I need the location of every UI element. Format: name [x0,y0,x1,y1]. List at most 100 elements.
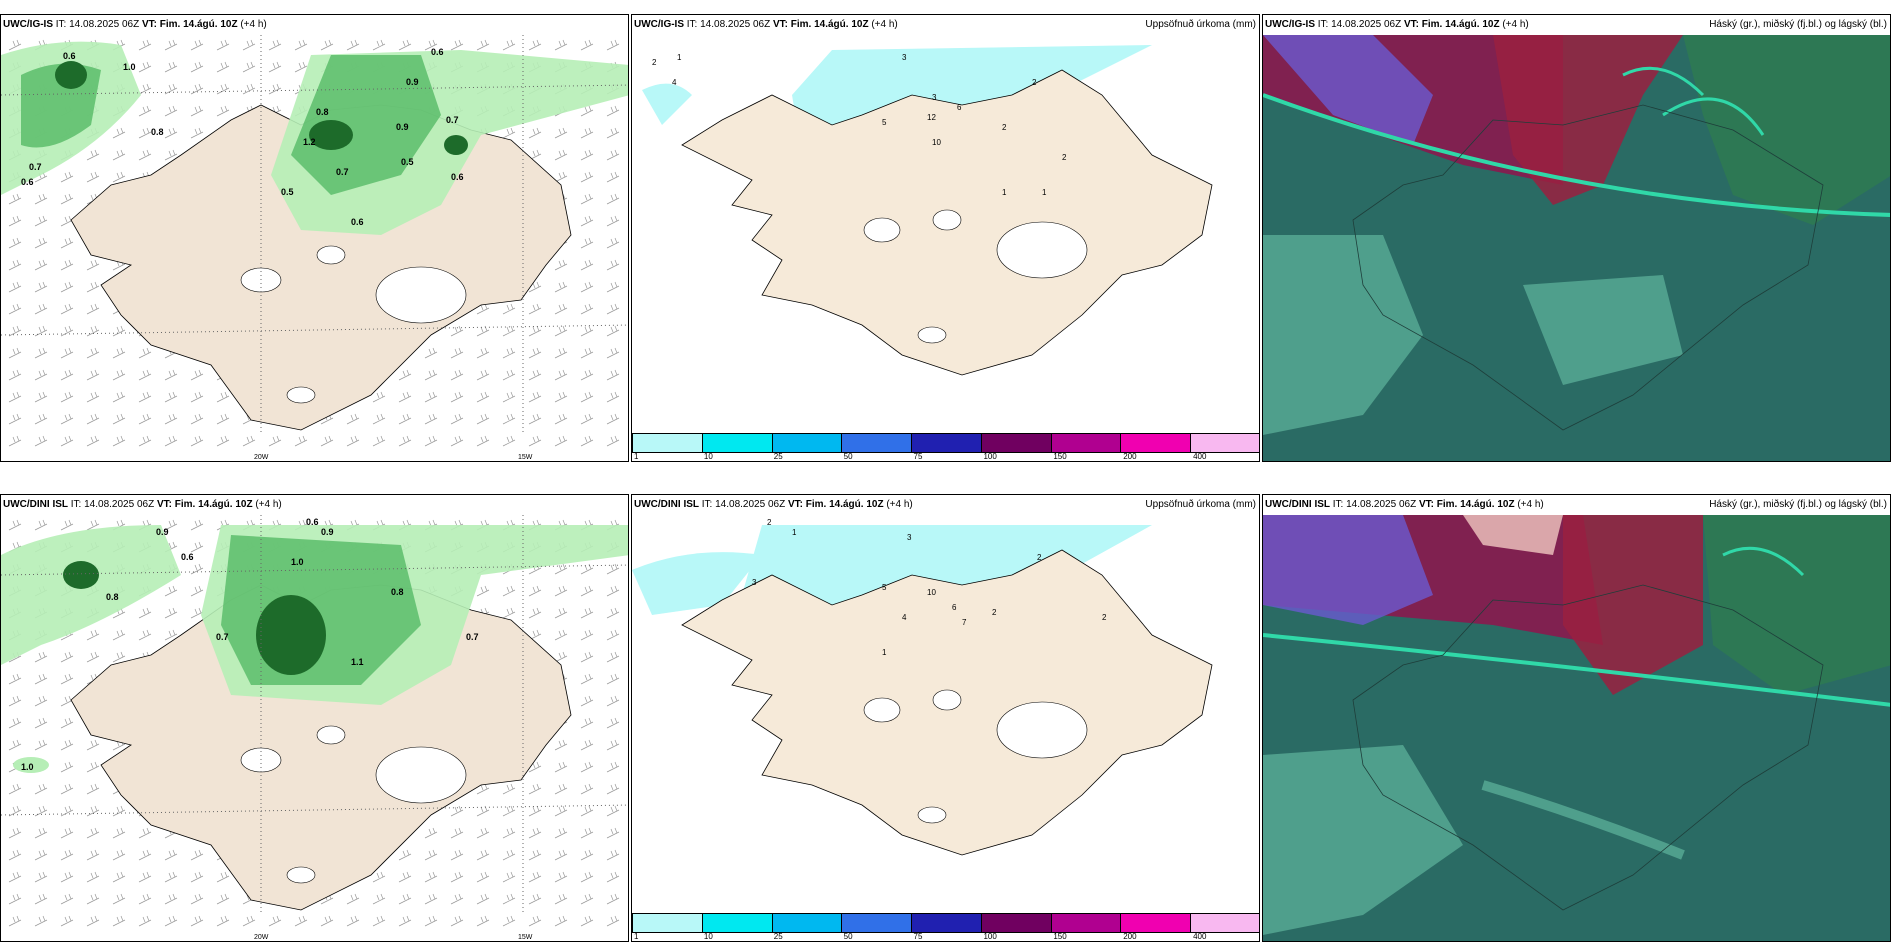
colorbar-segment [842,433,913,453]
lon-label: 20W [254,934,269,941]
precip-core [63,561,99,589]
colorbar-segment [772,433,843,453]
panel-header: UWC/DINI ISL IT: 14.08.2025 06Z VT: Fim.… [1263,495,1890,515]
panel-header: UWC/IG-IS IT: 14.08.2025 06Z VT: Fim. 14… [1263,15,1890,35]
model-name: UWC/IG-IS [3,19,53,30]
svg-text:3: 3 [907,533,912,542]
svg-text:0.8: 0.8 [316,107,329,117]
precip-value-labels: 2 1 3 3 5 6 10 7 2 2 1 4 2 [752,518,1107,657]
colorbar-tick-label: 1 [634,932,639,941]
colorbar-ticks: 1 10 25 50 75 100 150 200 400 [632,452,1259,461]
colorbar-tick-label: 10 [703,452,713,461]
map-cloud [1263,515,1890,941]
panel-title: Uppsöfnuð úrkoma (mm) [1145,19,1256,30]
colorbar-tick-label: 200 [1123,452,1137,461]
precip-area [291,55,441,195]
svg-text:1: 1 [1002,188,1007,197]
svg-text:0.9: 0.9 [321,527,334,537]
svg-text:0.7: 0.7 [29,162,42,172]
svg-text:7: 7 [962,618,967,627]
panel-bottom-accum-precip: UWC/DINI ISL IT: 14.08.2025 06Z VT: Fim.… [631,494,1260,942]
svg-text:2: 2 [1062,153,1067,162]
colorbar-tick-label: 400 [1193,452,1207,461]
colorbar-segment [912,433,982,453]
colorbar-segment [702,433,773,453]
colorbar-segment [632,433,703,453]
map-accum-precip: 2 1 4 3 3 5 12 10 6 2 2 1 2 1 [642,45,1213,376]
colorbar-segment [632,913,703,933]
colorbar-tick-label: 25 [773,452,783,461]
svg-text:0.7: 0.7 [216,632,229,642]
svg-text:0.9: 0.9 [396,122,409,132]
colorbar-segment [842,913,913,933]
glacier [375,746,467,804]
panel-header: UWC/DINI ISL IT: 14.08.2025 06Z VT: Fim.… [632,495,1259,515]
colorbar-segment [1121,433,1192,453]
panel-header: UWC/IG-IS IT: 14.08.2025 06Z VT: Fim. 14… [3,19,267,30]
svg-text:2: 2 [767,518,772,527]
init-time: IT: 14.08.2025 06Z [70,499,155,510]
precip-area [632,552,762,615]
svg-text:3: 3 [752,578,757,587]
colorbar-segment [1121,913,1192,933]
precip-value-labels: 0.6 0.9 1.0 0.8 0.7 0.6 0.9 1.1 0.7 0.8 … [21,517,479,772]
lead-time: (+4 h) [886,499,913,510]
glacier [316,725,346,745]
colorbar-segment [1191,433,1259,453]
precip-value-labels: 2 1 4 3 3 5 12 10 6 2 2 1 2 1 [652,53,1067,197]
precip-core [309,120,353,150]
svg-text:4: 4 [902,613,907,622]
glacier [917,806,947,824]
map-wind-precip: 0.6 1.0 0.8 0.7 0.6 1.2 0.9 0.7 0.5 0.6 … [1,35,628,461]
init-time: IT: 14.08.2025 06Z [1317,19,1402,30]
svg-text:2: 2 [652,58,657,67]
svg-text:0.6: 0.6 [451,172,464,182]
colorbar-tick-label: 150 [1053,932,1067,941]
colorbar-tick-label: 150 [1053,452,1067,461]
map-cloud [1263,35,1890,461]
panel-header: UWC/DINI ISL IT: 14.08.2025 06Z VT: Fim.… [3,499,282,510]
svg-text:1.0: 1.0 [123,62,136,72]
map-accum-precip: 2 1 3 3 5 6 10 7 2 2 1 4 2 [632,518,1213,856]
svg-text:0.8: 0.8 [391,587,404,597]
model-name: UWC/DINI ISL [634,499,699,510]
colorbar-segment [772,913,843,933]
svg-text:1: 1 [792,528,797,537]
init-time: IT: 14.08.2025 06Z [55,19,140,30]
svg-text:2: 2 [1037,553,1042,562]
panel-title: Háský (gr.), miðský (fj.bl.) og lágský (… [1709,499,1887,510]
colorbar-tick-label: 75 [913,452,923,461]
svg-text:4: 4 [672,78,677,87]
colorbar [632,913,1259,933]
glacier [286,386,316,404]
model-name: UWC/IG-IS [1265,19,1315,30]
svg-text:3: 3 [932,93,937,102]
valid-time: Fim. 14.ágú. 10Z [805,499,884,510]
colorbar-segment [1051,913,1122,933]
lon-label: 15W [518,934,533,941]
glacier [286,866,316,884]
svg-text:2: 2 [1002,123,1007,132]
glacier [863,217,901,243]
colorbar-tick-label: 100 [983,932,997,941]
lead-time: (+4 h) [1517,499,1544,510]
svg-text:0.9: 0.9 [156,527,169,537]
precip-area [1,525,181,665]
valid-time: Fim. 14.ágú. 10Z [790,19,869,30]
valid-time: Fim. 14.ágú. 10Z [159,19,238,30]
model-name: UWC/DINI ISL [1265,499,1330,510]
precip-area [13,757,49,773]
precip-core [55,61,87,89]
panel-title: Uppsöfnuð úrkoma (mm) [1145,499,1256,510]
svg-text:0.6: 0.6 [351,217,364,227]
lon-label: 20W [254,454,269,461]
panel-title: Háský (gr.), miðský (fj.bl.) og lágský (… [1709,19,1887,30]
svg-text:2: 2 [1102,613,1107,622]
colorbar-ticks: 1 10 25 50 75 100 150 200 400 [632,932,1259,941]
colorbar-tick-label: 200 [1123,932,1137,941]
precip-core [256,595,326,675]
svg-text:0.7: 0.7 [446,115,459,125]
colorbar-tick-label: 25 [773,932,783,941]
model-name: UWC/IG-IS [634,19,684,30]
glacier [932,689,962,711]
